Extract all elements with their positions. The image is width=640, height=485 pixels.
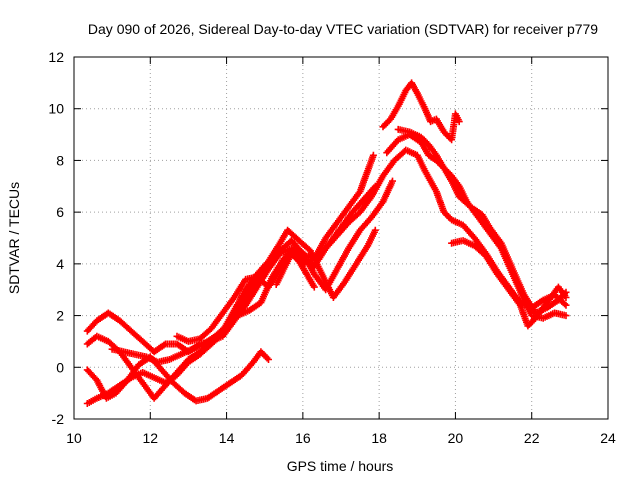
- y-tick-label: 0: [56, 359, 64, 375]
- x-axis-title: GPS time / hours: [287, 458, 394, 474]
- y-tick-label: 10: [48, 101, 64, 117]
- x-tick-label: 12: [142, 430, 158, 446]
- y-tick-label: 4: [56, 256, 64, 272]
- series-track-11: [272, 250, 318, 291]
- y-axis-title: SDTVAR / TECUs: [6, 182, 22, 294]
- x-tick-label: 24: [600, 430, 616, 446]
- x-tick-label: 22: [524, 430, 540, 446]
- series-track-4: [83, 226, 379, 407]
- series-markers: [83, 226, 379, 407]
- data-points: [83, 79, 570, 407]
- y-tick-label: 8: [56, 152, 64, 168]
- y-tick-label: 2: [56, 308, 64, 324]
- x-tick-label: 16: [295, 430, 311, 446]
- x-tick-label: 10: [66, 430, 82, 446]
- y-tick-label: 6: [56, 204, 64, 220]
- series-track-10: [448, 237, 570, 330]
- plot-frame: [73, 56, 609, 420]
- series-markers: [448, 237, 570, 330]
- series-markers: [379, 79, 463, 144]
- y-tick-label: -2: [52, 411, 65, 427]
- x-tick-label: 20: [448, 430, 464, 446]
- grid: [74, 57, 608, 419]
- x-tick-label: 18: [371, 430, 387, 446]
- series-track-7: [379, 79, 463, 144]
- series-markers: [272, 250, 318, 291]
- x-tick-label: 14: [219, 430, 235, 446]
- chart-title: Day 090 of 2026, Sidereal Day-to-day VTE…: [88, 21, 598, 37]
- y-tick-label: 12: [48, 49, 64, 65]
